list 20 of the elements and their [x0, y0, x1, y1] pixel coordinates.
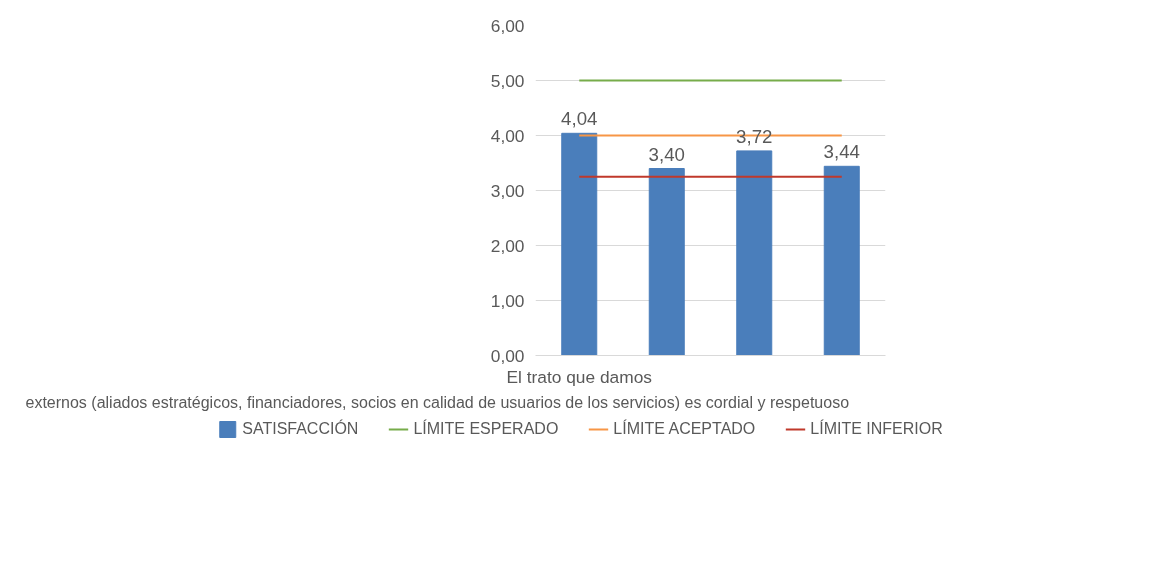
y-tick-label: 3,00: [490, 180, 525, 201]
bar: [648, 168, 685, 356]
legend-label: LÍMITE ESPERADO: [413, 420, 559, 438]
y-tick-label: 1,00: [490, 290, 525, 311]
y-tick-label: 2,00: [490, 235, 525, 256]
data-label: 3,44: [823, 141, 860, 163]
x-tick-label: El trato que damos: [506, 366, 653, 387]
legend-label: LÍMITE INFERIOR: [810, 420, 943, 438]
text: externos (aliados estratégicos, financiadores, socios en calidad de usuarios de los servicios) es cordial y respetuoso: [25, 393, 850, 411]
data-label: 3,40: [648, 143, 685, 165]
bar: [736, 150, 773, 356]
legend-label: SATISFACCIÓN: [242, 420, 359, 438]
bar: [561, 132, 598, 356]
y-tick-label: 0,00: [490, 345, 525, 366]
legend-label: LÍMITE ACEPTADO: [613, 420, 756, 438]
y-tick-label: 5,00: [490, 70, 525, 91]
data-label: 4,04: [561, 108, 598, 130]
bar: [823, 165, 860, 356]
y-tick-label: 6,00: [490, 15, 525, 36]
y-tick-label: 4,00: [490, 125, 525, 146]
